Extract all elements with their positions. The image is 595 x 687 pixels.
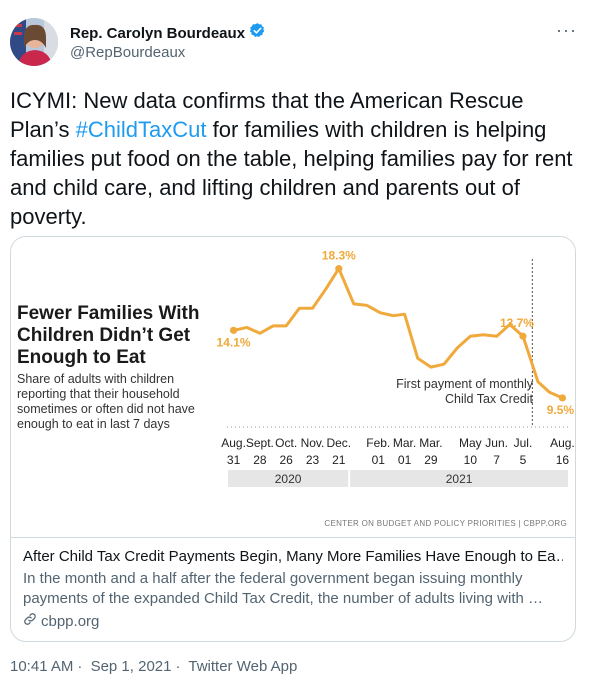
chart-headline-line: Enough to Eat [17, 347, 146, 368]
x-tick-label-day: 26 [280, 453, 294, 467]
ellipsis-icon[interactable]: ··· [556, 20, 577, 40]
x-tick-label-month: Aug. [221, 436, 246, 450]
card-image: Fewer Families With Children Didn’t Get … [11, 237, 575, 537]
x-tick-label-month: Oct. [275, 436, 297, 450]
tweet-text: ICYMI: New data confirms that the Americ… [10, 86, 580, 231]
x-tick-label-month: Feb. [366, 436, 390, 450]
x-tick-label-month: Jul. [514, 436, 533, 450]
tweet-text-segment: ICYMI: New data confirms that the Americ… [10, 88, 524, 142]
avatar-image [10, 18, 58, 66]
card-domain-text: cbpp.org [41, 612, 100, 630]
chart-headline-line: Children Didn’t Get [17, 325, 191, 346]
separator: · [175, 658, 181, 675]
series-line [232, 267, 564, 400]
x-tick-label-month: Mar. [419, 436, 442, 450]
chart: Fewer Families With Children Didn’t Get … [17, 249, 575, 528]
data-point [229, 326, 238, 334]
x-tick-label-day: 31 [227, 453, 241, 467]
x-tick-label-month: Sept. [246, 436, 274, 450]
verified-badge-icon [249, 22, 266, 44]
chart-description-line: sometimes or often did not have [17, 402, 195, 416]
marker-annotation: First payment of monthly [396, 377, 534, 391]
x-tick-label-month: Aug. [550, 436, 575, 450]
x-tick-label-day: 01 [372, 453, 386, 467]
x-tick-label-day: 10 [464, 453, 478, 467]
x-tick-label-month: Jun. [485, 436, 508, 450]
author-name[interactable]: Rep. Carolyn Bourdeaux [70, 24, 246, 42]
year-band [350, 470, 568, 487]
author-handle[interactable]: @RepBourdeaux [70, 44, 186, 61]
year-band [228, 470, 349, 487]
chart-headline-line: Fewer Families With [17, 303, 200, 324]
x-tick-label-day: 7 [493, 453, 500, 467]
link-card[interactable]: Fewer Families With Children Didn’t Get … [10, 236, 576, 642]
x-tick-label-day: 28 [253, 453, 267, 467]
year-label: 2020 [275, 472, 302, 486]
data-label: 13.7% [500, 316, 534, 330]
tweet-client[interactable]: Twitter Web App [188, 658, 298, 675]
card-description-line: In the month and a half after the federa… [23, 570, 523, 587]
x-tick-label-day: 5 [520, 453, 527, 467]
x-tick-label-month: Mar. [393, 436, 416, 450]
hashtag-link[interactable]: #ChildTaxCut [75, 117, 207, 142]
chart-description-line: enough to eat in last 7 days [17, 417, 170, 431]
data-label: 9.5% [547, 403, 575, 417]
separator: · [77, 658, 83, 675]
x-tick-label-day: 21 [332, 453, 346, 467]
x-tick-label-day: 23 [306, 453, 320, 467]
avatar[interactable] [10, 18, 58, 66]
chart-description-line: reporting that their household [17, 387, 180, 401]
data-label: 14.1% [217, 335, 251, 349]
x-tick-label-month: May [459, 436, 482, 450]
card-description: In the month and a half after the federa… [23, 569, 563, 609]
data-point [558, 394, 567, 402]
x-tick-label-day: 29 [424, 453, 438, 467]
card-description-line: payments of the expanded Child Tax Credi… [23, 590, 544, 607]
x-tick-label-day: 16 [556, 453, 570, 467]
tweet-timestamp[interactable]: 10:41 AM · Sep 1, 2021 · Twitter Web App [10, 658, 301, 675]
x-tick-label-day: 01 [398, 453, 412, 467]
tweet-date: Sep 1, 2021 [90, 658, 172, 675]
data-point [335, 265, 343, 273]
data-point [519, 332, 527, 340]
chart-description-line: Share of adults with children [17, 372, 174, 386]
link-icon [23, 612, 37, 630]
x-tick-label-month: Dec. [326, 436, 351, 450]
tweet-text-segment: for families with children is helping fa… [10, 117, 573, 229]
tweet-time: 10:41 AM [10, 658, 74, 675]
card-domain[interactable]: cbpp.org [23, 612, 99, 630]
year-label: 2021 [446, 472, 473, 486]
x-tick-label-month: Nov. [301, 436, 325, 450]
card-title[interactable]: After Child Tax Credit Payments Begin, M… [23, 548, 563, 565]
data-label: 18.3% [322, 249, 356, 263]
marker-annotation: Child Tax Credit [445, 392, 534, 406]
chart-source: CENTER ON BUDGET AND POLICY PRIORITIES |… [324, 519, 567, 528]
